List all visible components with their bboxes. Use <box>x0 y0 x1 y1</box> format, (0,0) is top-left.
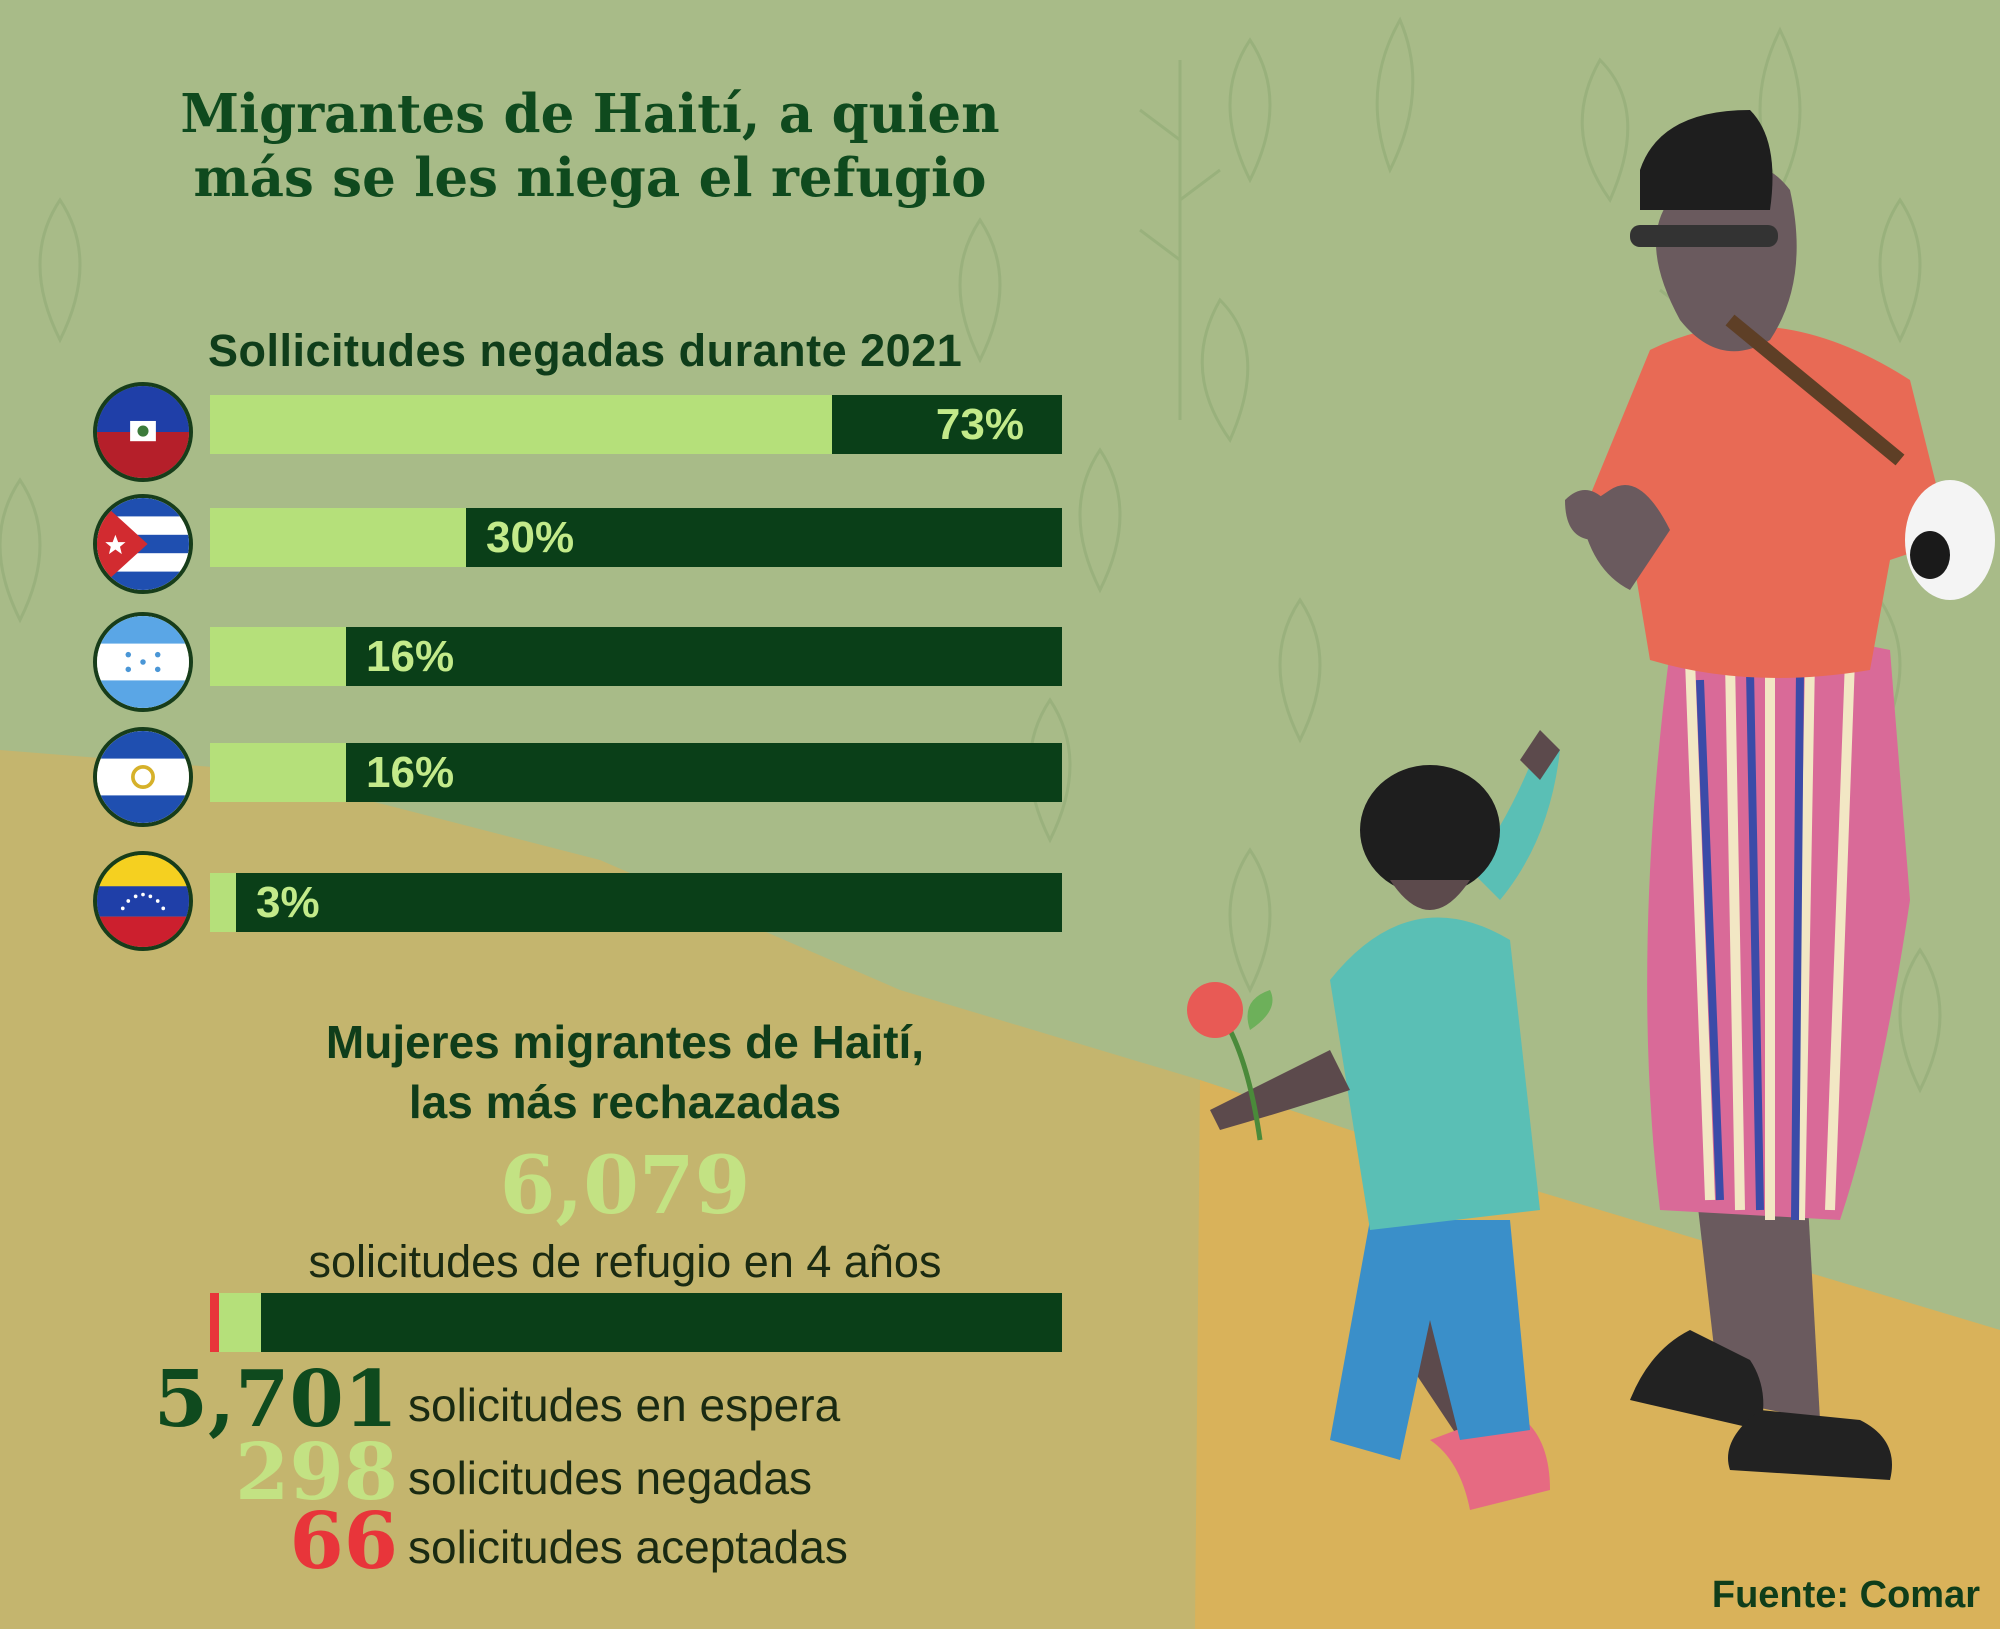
bar-fill <box>210 743 346 802</box>
stat-label: solicitudes negadas <box>408 1452 813 1504</box>
stat-number: 298 <box>235 1427 398 1518</box>
foliage-pattern <box>0 16 1942 1094</box>
haiti-women-stacked-bar <box>210 1293 1062 1352</box>
chart2-title-line-2: las más rechazadas <box>408 1076 842 1128</box>
stat-number: 66 <box>289 1496 398 1587</box>
cuba-flag-icon <box>93 494 193 594</box>
haiti-flag-icon <box>93 382 193 482</box>
bar-track-honduras: 16% <box>210 627 1062 686</box>
total-requests-label: solicitudes de refugio en 4 años <box>308 1236 942 1287</box>
stack-segment-negadas <box>219 1293 261 1352</box>
stack-segment-aceptadas <box>210 1293 219 1352</box>
bar-value-label: 3% <box>256 878 320 927</box>
page-title: Migrantes de Haití, a quien más se les n… <box>40 82 1140 210</box>
chart2-title-line-1: Mujeres migrantes de Haití, <box>325 1016 925 1068</box>
stat-label: solicitudes aceptadas <box>408 1521 848 1573</box>
bar-track-cuba: 30% <box>210 508 1062 567</box>
bar-fill <box>210 873 236 932</box>
venezuela-flag-icon <box>93 851 193 951</box>
bar-fill <box>210 508 466 567</box>
bar-value-label: 30% <box>486 513 575 562</box>
title-line-2: más se les niega el refugio <box>193 147 987 209</box>
stat-row: 5,701 solicitudes en espera <box>100 1360 1050 1440</box>
bar-track-haiti: 73% <box>210 395 1062 454</box>
el-salvador-flag-icon <box>93 727 193 827</box>
chart1-title: Sollicitudes negadas durante 2021 <box>208 325 963 376</box>
title-line-1: Migrantes de Haití, a quien <box>180 83 1000 145</box>
stat-number: 5,701 <box>153 1354 398 1445</box>
woman-illustration <box>1565 110 1995 1480</box>
bar-value-label: 16% <box>366 748 455 797</box>
stat-row: 66 solicitudes aceptadas <box>100 1502 1050 1582</box>
bar-value-label: 73% <box>935 400 1024 449</box>
stack-segment-espera <box>261 1293 1062 1352</box>
bar-fill <box>210 395 832 454</box>
child-illustration <box>1210 730 1560 1510</box>
honduras-flag-icon <box>93 612 193 712</box>
bar-track-venezuela: 3% <box>210 873 1062 932</box>
flower-illustration <box>1187 982 1273 1141</box>
stat-label: solicitudes en espera <box>408 1379 841 1431</box>
bar-fill <box>210 627 346 686</box>
chart2-title: Mujeres migrantes de Haití, las más rech… <box>200 1012 1050 1132</box>
bar-track-el-salvador: 16% <box>210 743 1062 802</box>
stat-row: 298 solicitudes negadas <box>100 1433 1050 1513</box>
total-requests-number: 6,079 <box>499 1138 751 1232</box>
source-note: Fuente: Comar <box>1711 1574 1980 1616</box>
bar-value-label: 16% <box>366 632 455 681</box>
